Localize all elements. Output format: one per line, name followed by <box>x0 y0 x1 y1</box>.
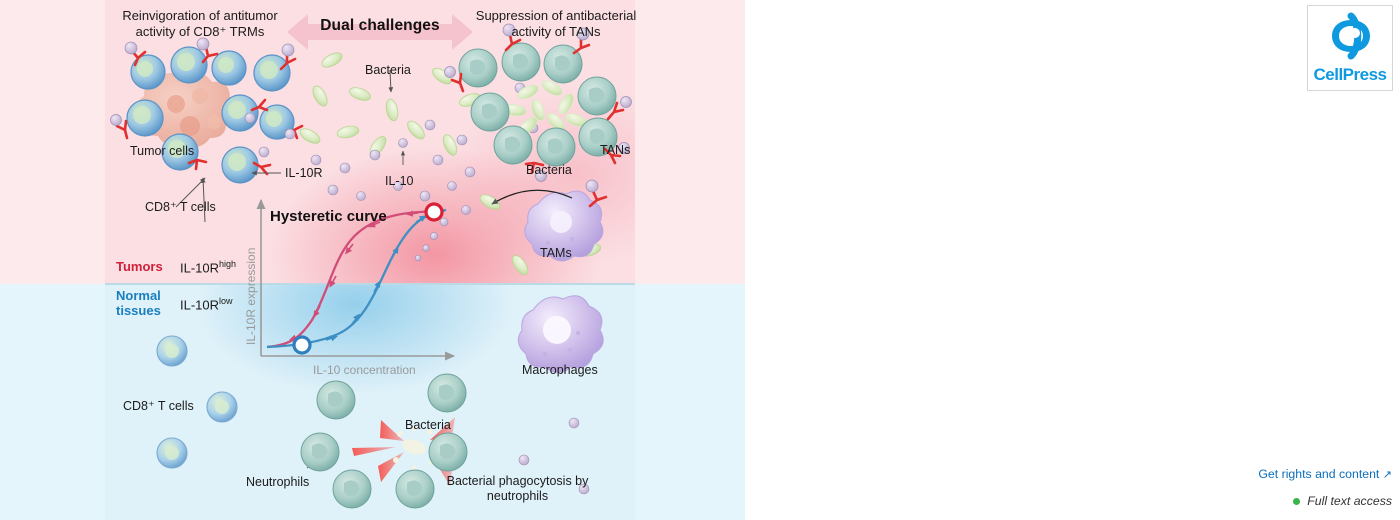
label-normal-tissues: Normal tissues <box>116 288 161 318</box>
low-state-node <box>292 335 312 355</box>
label-il10: IL-10 <box>385 174 414 188</box>
normal-tissue-region-panel <box>105 284 635 520</box>
cellpress-mark-icon <box>1332 12 1370 60</box>
chart-ylabel: IL-10R expression <box>244 247 258 345</box>
curve-ascending <box>266 208 447 349</box>
label-neutrophils: Neutrophils <box>246 475 310 489</box>
il10-bound-ligands <box>110 37 295 126</box>
label-cd8-t-cells-top: CD8⁺ T cells <box>145 200 216 214</box>
label-bacteria-bottom: Bacteria <box>405 418 451 432</box>
curve-descending <box>266 209 445 349</box>
label-phagocytosis: Bacterial phagocytosis by neutrophils <box>446 474 589 503</box>
chart-title: Hysteretic curve <box>270 208 387 225</box>
chart-xlabel: IL-10 concentration <box>313 363 416 377</box>
abstract-header-left: Reinvigoration of antitumor activity of … <box>122 8 278 39</box>
label-bacteria-top: Bacteria <box>365 63 411 77</box>
abstract-illustration <box>110 14 632 509</box>
cellpress-wordmark: CellPress <box>1313 65 1388 84</box>
access-status-label: Full text access <box>1307 494 1392 508</box>
dual-challenges-arrow <box>287 14 473 50</box>
get-rights-link[interactable]: Get rights and content ↗ <box>1258 467 1392 481</box>
full-text-access-badge: Full text access <box>1293 494 1392 508</box>
label-il10r: IL-10R <box>285 166 323 180</box>
tumor-cell-mass <box>136 72 235 147</box>
il10r-receptors <box>115 45 304 176</box>
label-il10r-low: IL-10Rlow <box>180 296 233 313</box>
tan-cells <box>458 42 618 167</box>
label-tams: TAMs <box>540 246 572 260</box>
label-bacteria-tan: Bacteria <box>526 163 572 177</box>
cd8-cells-normal-tissue <box>156 335 238 469</box>
label-tumor-cells: Tumor cells <box>130 144 195 158</box>
macrophage-cell <box>517 295 604 373</box>
label-il10r-high: IL-10Rhigh <box>180 259 237 276</box>
free-bacteria-tumor-region <box>299 52 602 275</box>
label-tans: TANs <box>600 143 631 157</box>
abstract-header-right: Suppression of antibacterial activity of… <box>475 8 637 39</box>
label-cd8-t-cells-bottom: CD8⁺ T cells <box>123 399 194 413</box>
access-status-dot <box>1293 497 1301 505</box>
label-tumors-row: Tumors <box>116 259 163 274</box>
label-macrophages: Macrophages <box>522 363 598 377</box>
lysed-bacteria <box>393 425 435 471</box>
tam-cell <box>491 179 608 262</box>
cellpress-logo[interactable]: CellPress <box>1307 5 1393 91</box>
neutrophil-phagocytosis <box>300 373 468 509</box>
tan-cluster <box>444 23 632 182</box>
external-link-icon: ↗ <box>1382 469 1392 481</box>
hysteresis-plot <box>256 198 456 361</box>
article-meta-panel: Cell CellPress Available online 3 March … <box>745 0 1400 520</box>
cd8-trm-cells <box>126 46 295 184</box>
region-divider-line <box>105 283 635 285</box>
high-state-node <box>424 202 444 222</box>
dual-challenges-label: Dual challenges <box>320 17 440 34</box>
graphical-abstract[interactable]: Reinvigoration of antitumor activity of … <box>0 0 745 520</box>
chart-ylabel-wrap: IL-10R expression <box>244 248 364 359</box>
